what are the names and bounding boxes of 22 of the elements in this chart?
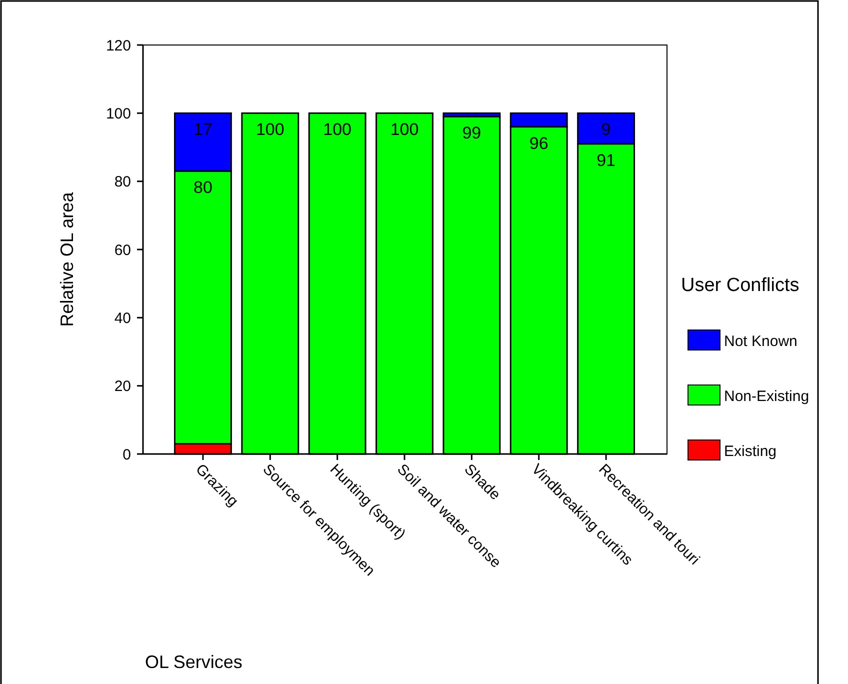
- y-tick-label: 100: [106, 105, 131, 122]
- y-tick-label: 80: [114, 174, 131, 191]
- data-label: 100: [390, 120, 419, 140]
- data-label: 91: [596, 150, 616, 170]
- data-label: 100: [256, 120, 284, 140]
- data-label: 9: [601, 120, 611, 140]
- data-label: 96: [529, 134, 548, 153]
- y-tick-label: 40: [114, 310, 131, 327]
- y-axis-title: Relative OL area: [57, 191, 77, 327]
- data-label: 99: [462, 124, 482, 143]
- legend-label: Non-Existing: [724, 388, 810, 405]
- y-tick-label: 60: [114, 242, 131, 259]
- data-label: 80: [194, 178, 212, 198]
- legend-label: Not Known: [724, 333, 798, 350]
- data-label: 100: [323, 120, 352, 140]
- x-axis-title: OL Services: [145, 652, 242, 672]
- legend-label: Existing: [724, 443, 777, 460]
- y-tick-label: 20: [114, 378, 131, 396]
- y-tick-label: 120: [106, 37, 131, 54]
- legend-title: User Conflicts: [681, 275, 800, 296]
- data-label: 17: [194, 120, 212, 140]
- y-tick-label: 0: [122, 446, 131, 464]
